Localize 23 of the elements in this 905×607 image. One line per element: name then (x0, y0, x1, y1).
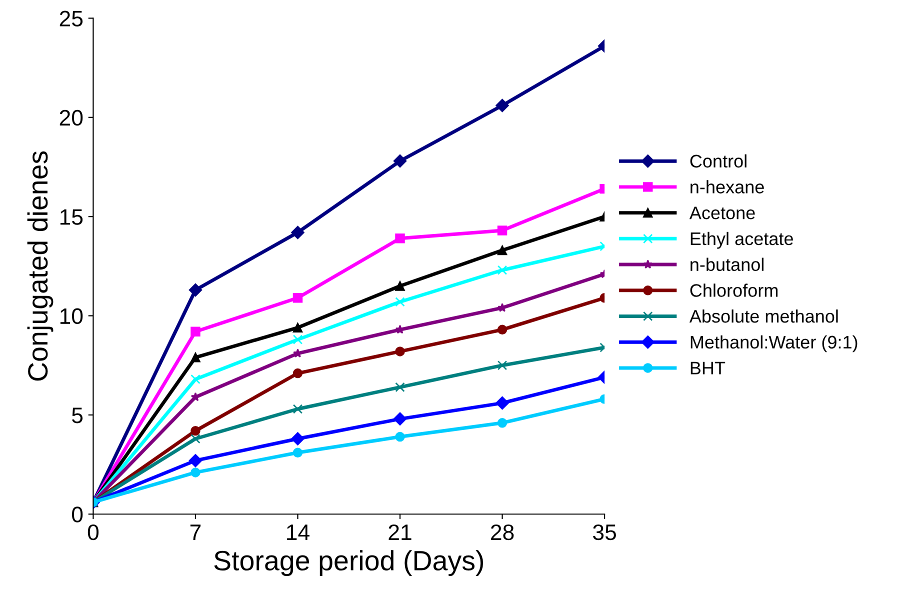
x-tick-label: 14 (287, 524, 310, 540)
legend-label: Acetone (689, 206, 755, 220)
x-tick-label: 35 (593, 524, 616, 540)
y-tick-label: 5 (72, 408, 83, 424)
x-tick-label: 28 (491, 524, 514, 540)
y-tick-label: 20 (60, 110, 83, 126)
legend-label: Methanol:Water (9:1) (690, 335, 858, 352)
legend-label: n-hexane (690, 180, 764, 194)
x-axis-title: Storage period (Days) (214, 550, 484, 576)
x-tick-label: 21 (388, 524, 412, 540)
y-tick-label: 10 (60, 308, 83, 324)
legend-label: Chloroform (690, 284, 778, 297)
legend-label: n-butanol (690, 258, 764, 272)
y-tick-label: 15 (60, 209, 83, 225)
x-tick-label: 7 (190, 524, 201, 540)
legend-label: Absolute methanol (689, 309, 838, 323)
y-axis-title: Conjugated dienes (27, 151, 54, 381)
legend-label: Ethyl acetate (690, 232, 793, 249)
legend-label: Control (690, 154, 746, 168)
legend-label: BHT (690, 362, 726, 374)
x-tick-label: 0 (88, 524, 99, 540)
y-tick-label: 25 (60, 10, 83, 26)
y-tick-label: 0 (72, 506, 83, 522)
